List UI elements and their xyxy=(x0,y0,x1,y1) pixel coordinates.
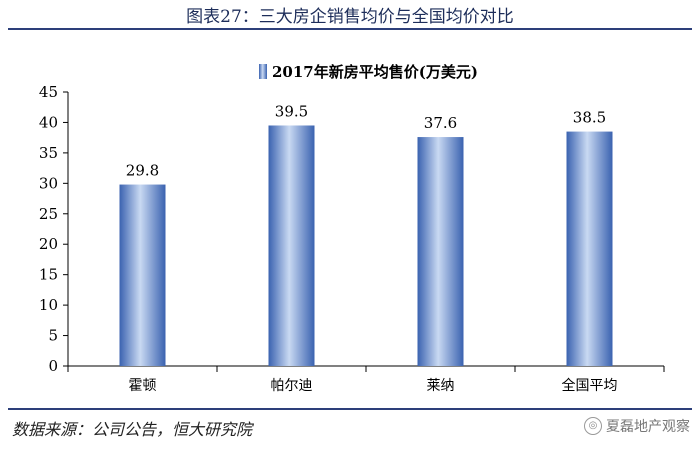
chart-legend: 2017年新房平均售价(万美元) xyxy=(259,63,478,81)
x-tick-label: 莱纳 xyxy=(427,378,455,394)
legend-swatch xyxy=(259,64,267,79)
legend-label: 2017年新房平均售价(万美元) xyxy=(272,63,478,81)
bar-帕尔迪 xyxy=(268,125,315,366)
bottom-rule xyxy=(8,408,692,410)
data-label: 39.5 xyxy=(275,102,308,120)
chart-axes: 0 5 10 15 20 25 30 35 40 45 xyxy=(39,83,665,375)
y-tick-label: 20 xyxy=(39,235,58,253)
title-rule xyxy=(8,28,692,30)
source-note: 数据来源：公司公告，恒大研究院 xyxy=(12,420,253,439)
x-tick-label: 全国平均 xyxy=(562,377,618,394)
bar-全国平均 xyxy=(566,131,613,366)
wechat-icon: ◎ xyxy=(584,417,602,435)
y-tick-label: 5 xyxy=(48,327,58,345)
x-tick-label: 帕尔迪 xyxy=(271,378,313,394)
watermark-text: 夏磊地产观察 xyxy=(606,419,690,435)
chart-bars xyxy=(119,125,613,366)
bar-chart: 2017年新房平均售价(万美元) 0 5 10 15 20 25 30 35 40 45 29.8… xyxy=(39,63,665,394)
y-tick-label: 45 xyxy=(39,83,58,101)
y-tick-label: 10 xyxy=(39,296,58,314)
watermark: ◎ 夏磊地产观察 xyxy=(584,416,690,436)
y-tick-label: 25 xyxy=(39,205,58,223)
data-label: 37.6 xyxy=(424,114,457,132)
data-label: 29.8 xyxy=(126,162,159,180)
y-tick-label: 40 xyxy=(39,113,58,131)
figure-title: 图表27：三大房企销售均价与全国均价对比 xyxy=(186,7,514,27)
y-tick-label: 35 xyxy=(39,144,58,162)
bar-莱纳 xyxy=(417,137,464,366)
x-tick-label: 霍顿 xyxy=(129,378,157,394)
bar-霍顿 xyxy=(119,184,166,366)
chart-labels: 29.8 霍顿 39.5 帕尔迪 37.6 莱纳 38.5 全国平均 xyxy=(126,102,618,394)
y-tick-label: 15 xyxy=(39,266,58,284)
y-tick-label: 0 xyxy=(48,357,58,375)
data-label: 38.5 xyxy=(573,109,606,127)
y-tick-label: 30 xyxy=(39,174,58,192)
